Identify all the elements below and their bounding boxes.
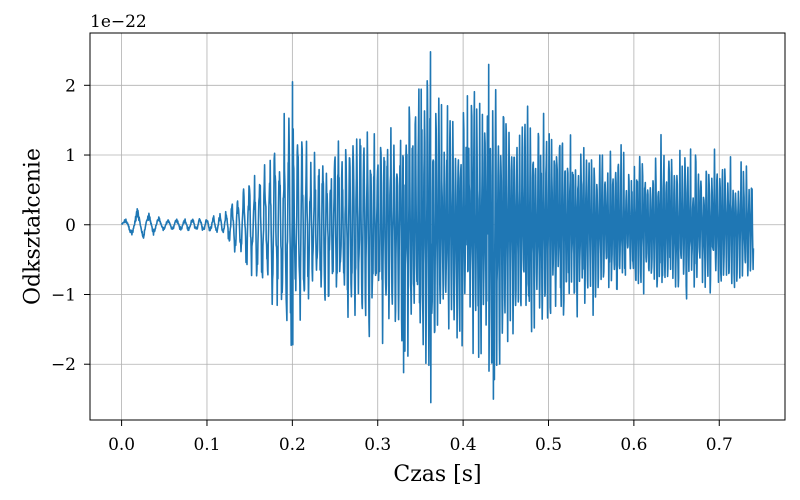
y-tick-label: −1 (51, 285, 76, 305)
x-tick-label: 0.0 (108, 435, 135, 455)
y-axis-ticks: −2 −1 0 1 2 (51, 76, 90, 375)
x-tick-label: 0.3 (364, 435, 391, 455)
x-axis-ticks: 0.0 0.1 0.2 0.3 0.4 0.5 0.6 0.7 (108, 420, 733, 455)
x-tick-label: 0.4 (450, 435, 477, 455)
x-tick-label: 0.7 (706, 435, 733, 455)
y-tick-label: −2 (51, 355, 76, 375)
y-tick-label: 1 (65, 146, 76, 166)
x-tick-label: 0.6 (620, 435, 647, 455)
y-tick-label: 0 (65, 216, 76, 236)
x-axis-label: Czas [s] (393, 462, 481, 487)
x-tick-label: 0.2 (279, 435, 306, 455)
y-offset-label: 1e−22 (90, 12, 147, 32)
plot-frame (89, 32, 786, 421)
y-tick-label: 2 (65, 76, 76, 96)
strain-series-line (120, 51, 755, 404)
y-axis-label: Odkształcenie (21, 148, 46, 305)
x-tick-label: 0.1 (193, 435, 220, 455)
series-layer (120, 51, 755, 404)
x-tick-label: 0.5 (535, 435, 562, 455)
